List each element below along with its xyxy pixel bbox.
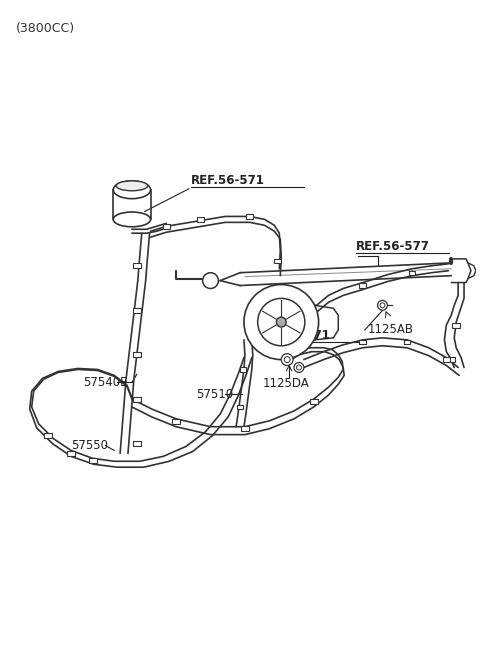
Bar (246, 214, 253, 219)
Bar (241, 426, 249, 432)
Circle shape (276, 317, 286, 327)
Ellipse shape (113, 212, 151, 227)
Circle shape (203, 272, 218, 288)
Circle shape (258, 299, 305, 346)
Bar (133, 308, 141, 313)
Bar (447, 357, 455, 362)
Ellipse shape (116, 181, 148, 191)
Bar (133, 441, 141, 446)
Bar (133, 263, 141, 269)
Text: 1125AB: 1125AB (368, 324, 414, 337)
Bar (133, 352, 141, 357)
Bar (240, 367, 246, 372)
Bar (163, 224, 170, 229)
Text: REF.56-571: REF.56-571 (257, 329, 331, 342)
Bar (274, 259, 281, 263)
Bar (360, 340, 366, 344)
Circle shape (297, 365, 301, 370)
Bar (452, 322, 460, 328)
Circle shape (294, 363, 304, 373)
Circle shape (281, 354, 293, 365)
Bar (237, 405, 243, 409)
Bar (197, 217, 204, 221)
Text: 57510: 57510 (196, 388, 233, 401)
Bar (310, 398, 318, 403)
Circle shape (380, 303, 385, 308)
Text: 1125DA: 1125DA (263, 377, 309, 390)
Text: 57540E: 57540E (83, 376, 127, 389)
Bar (408, 271, 415, 275)
Bar (133, 396, 141, 402)
Circle shape (244, 284, 319, 360)
Bar (443, 358, 450, 362)
Bar (172, 419, 180, 424)
Text: REF.56-577: REF.56-577 (356, 240, 430, 253)
Bar (404, 340, 410, 344)
Bar (45, 433, 52, 438)
Ellipse shape (113, 181, 151, 198)
Text: REF.56-571: REF.56-571 (191, 174, 265, 187)
Circle shape (378, 301, 387, 310)
Bar (89, 458, 96, 463)
Circle shape (284, 356, 290, 363)
Bar (360, 284, 366, 288)
Bar (67, 451, 75, 456)
Text: 57550: 57550 (71, 439, 108, 452)
Text: (3800CC): (3800CC) (16, 22, 75, 35)
